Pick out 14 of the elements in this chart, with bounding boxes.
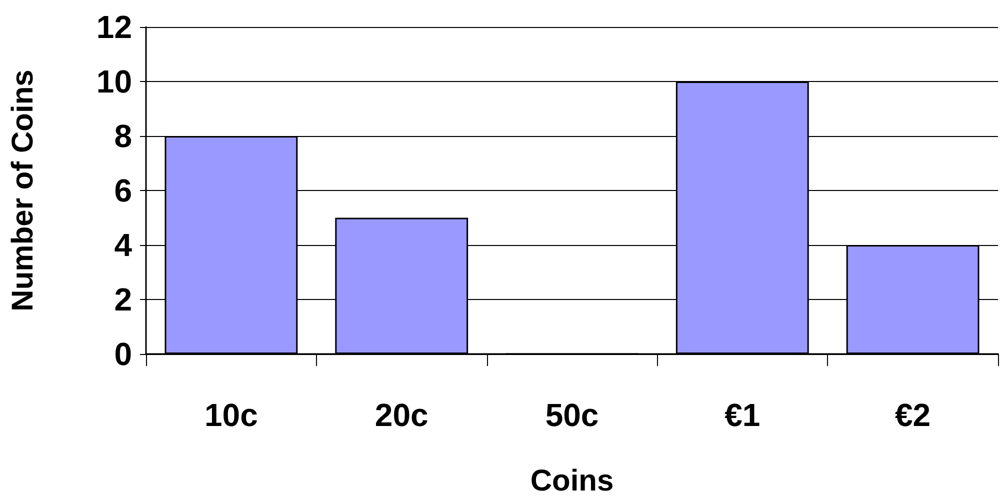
x-tick-label: 20c bbox=[374, 397, 428, 433]
y-axis-title: Number of Coins bbox=[6, 70, 40, 312]
x-tick-label: 50c bbox=[545, 397, 599, 433]
y-tick-label: 8 bbox=[114, 118, 132, 154]
x-tick-label: €2 bbox=[895, 397, 931, 433]
y-tick-label: 0 bbox=[114, 336, 132, 372]
y-tick-label: 6 bbox=[114, 172, 132, 208]
y-tick-label: 4 bbox=[114, 227, 132, 263]
y-tick-label: 10 bbox=[96, 64, 132, 100]
x-axis-title: Coins bbox=[530, 464, 614, 498]
y-tick-label: 12 bbox=[96, 9, 132, 45]
y-tick-label: 2 bbox=[114, 282, 132, 318]
x-tick-label: 10c bbox=[204, 397, 258, 433]
x-tick-label: €1 bbox=[724, 397, 760, 433]
